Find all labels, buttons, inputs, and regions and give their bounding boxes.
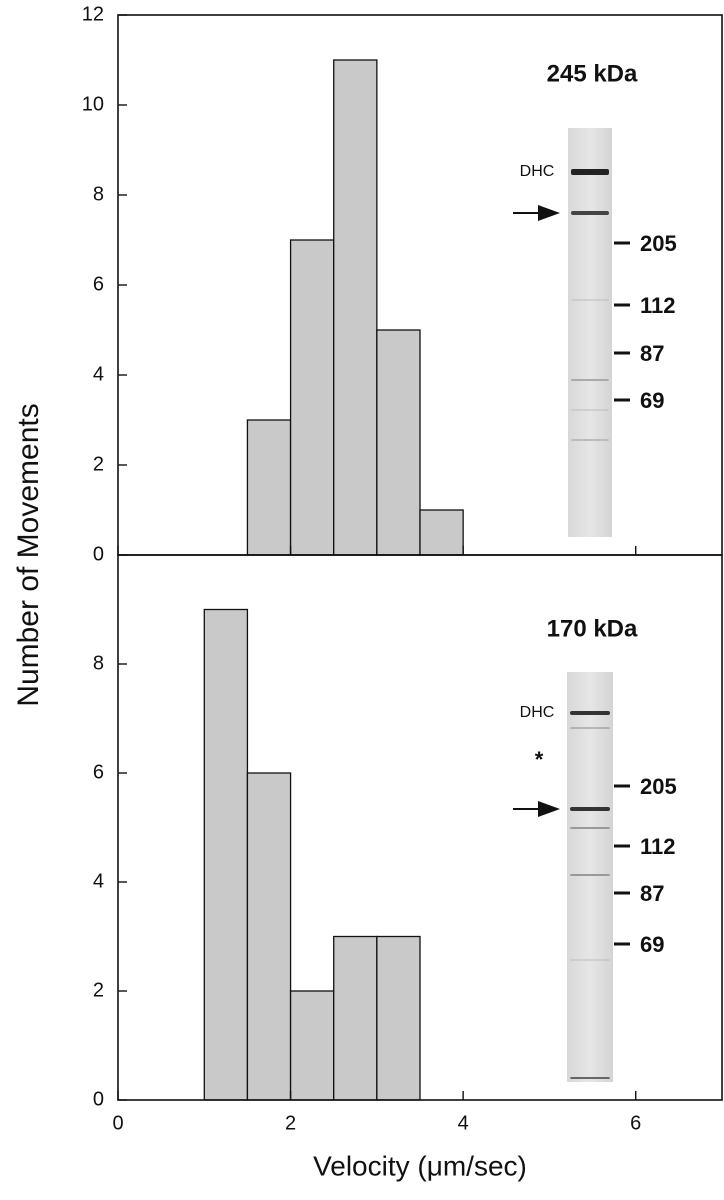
panel-label: 170 kDa bbox=[547, 615, 638, 642]
gel-band bbox=[571, 439, 609, 441]
gel-band bbox=[571, 299, 609, 301]
marker-label: 87 bbox=[640, 341, 664, 366]
y-tick-label: 0 bbox=[93, 543, 104, 565]
bar bbox=[289, 990, 335, 1101]
marker-label: 112 bbox=[640, 834, 676, 859]
marker-label: 69 bbox=[640, 388, 664, 413]
gel-band bbox=[570, 711, 610, 715]
y-tick-label: 8 bbox=[93, 183, 104, 205]
gel-band bbox=[570, 874, 610, 876]
x-tick-label: 6 bbox=[630, 1112, 641, 1134]
y-tick-label: 12 bbox=[82, 3, 104, 25]
arrow-head bbox=[538, 801, 560, 817]
marker-label: 205 bbox=[640, 231, 677, 256]
y-tick-label: 2 bbox=[93, 453, 104, 475]
bar bbox=[419, 509, 464, 556]
y-tick-label: 8 bbox=[93, 652, 104, 674]
gel-image bbox=[568, 128, 612, 537]
bar bbox=[246, 772, 292, 1101]
x-tick-label: 0 bbox=[112, 1112, 123, 1134]
y-axis-label: Number of Movements bbox=[12, 403, 45, 706]
y-tick-label: 4 bbox=[93, 363, 104, 385]
y-tick-label: 6 bbox=[93, 761, 104, 783]
gel-band bbox=[570, 727, 610, 729]
bar bbox=[246, 419, 292, 556]
gel-band bbox=[570, 807, 610, 811]
panel-label: 245 kDa bbox=[547, 60, 638, 87]
bar bbox=[333, 59, 378, 556]
marker-label: 205 bbox=[640, 774, 677, 799]
y-tick-label: 6 bbox=[93, 273, 104, 295]
y-tick-label: 10 bbox=[82, 93, 104, 115]
arrow-head bbox=[538, 205, 560, 221]
bar bbox=[376, 935, 421, 1101]
marker-label: 69 bbox=[640, 932, 664, 957]
gel-band bbox=[571, 409, 609, 411]
bar bbox=[376, 329, 421, 556]
marker-label: 87 bbox=[640, 881, 664, 906]
bar bbox=[333, 935, 378, 1101]
y-tick-label: 2 bbox=[93, 979, 104, 1001]
y-tick-label: 4 bbox=[93, 870, 104, 892]
marker-label: 112 bbox=[640, 293, 676, 318]
gel-band bbox=[571, 169, 609, 175]
gel-band bbox=[571, 211, 609, 215]
band-label: DHC bbox=[520, 163, 555, 180]
gel-band bbox=[571, 379, 609, 381]
x-tick-label: 2 bbox=[285, 1112, 296, 1134]
gel-band bbox=[570, 1077, 610, 1079]
x-tick-label: 4 bbox=[458, 1112, 469, 1134]
plot-frame bbox=[117, 554, 723, 1101]
x-axis-label: Velocity (μm/sec) bbox=[313, 1150, 527, 1181]
bar bbox=[203, 608, 249, 1101]
band-label: DHC bbox=[520, 704, 555, 721]
gel-band bbox=[570, 827, 610, 829]
gel-image bbox=[567, 672, 613, 1082]
y-tick-label: 0 bbox=[93, 1088, 104, 1110]
bar bbox=[289, 239, 335, 556]
gel-band bbox=[570, 959, 610, 961]
star-label: * bbox=[535, 747, 544, 772]
